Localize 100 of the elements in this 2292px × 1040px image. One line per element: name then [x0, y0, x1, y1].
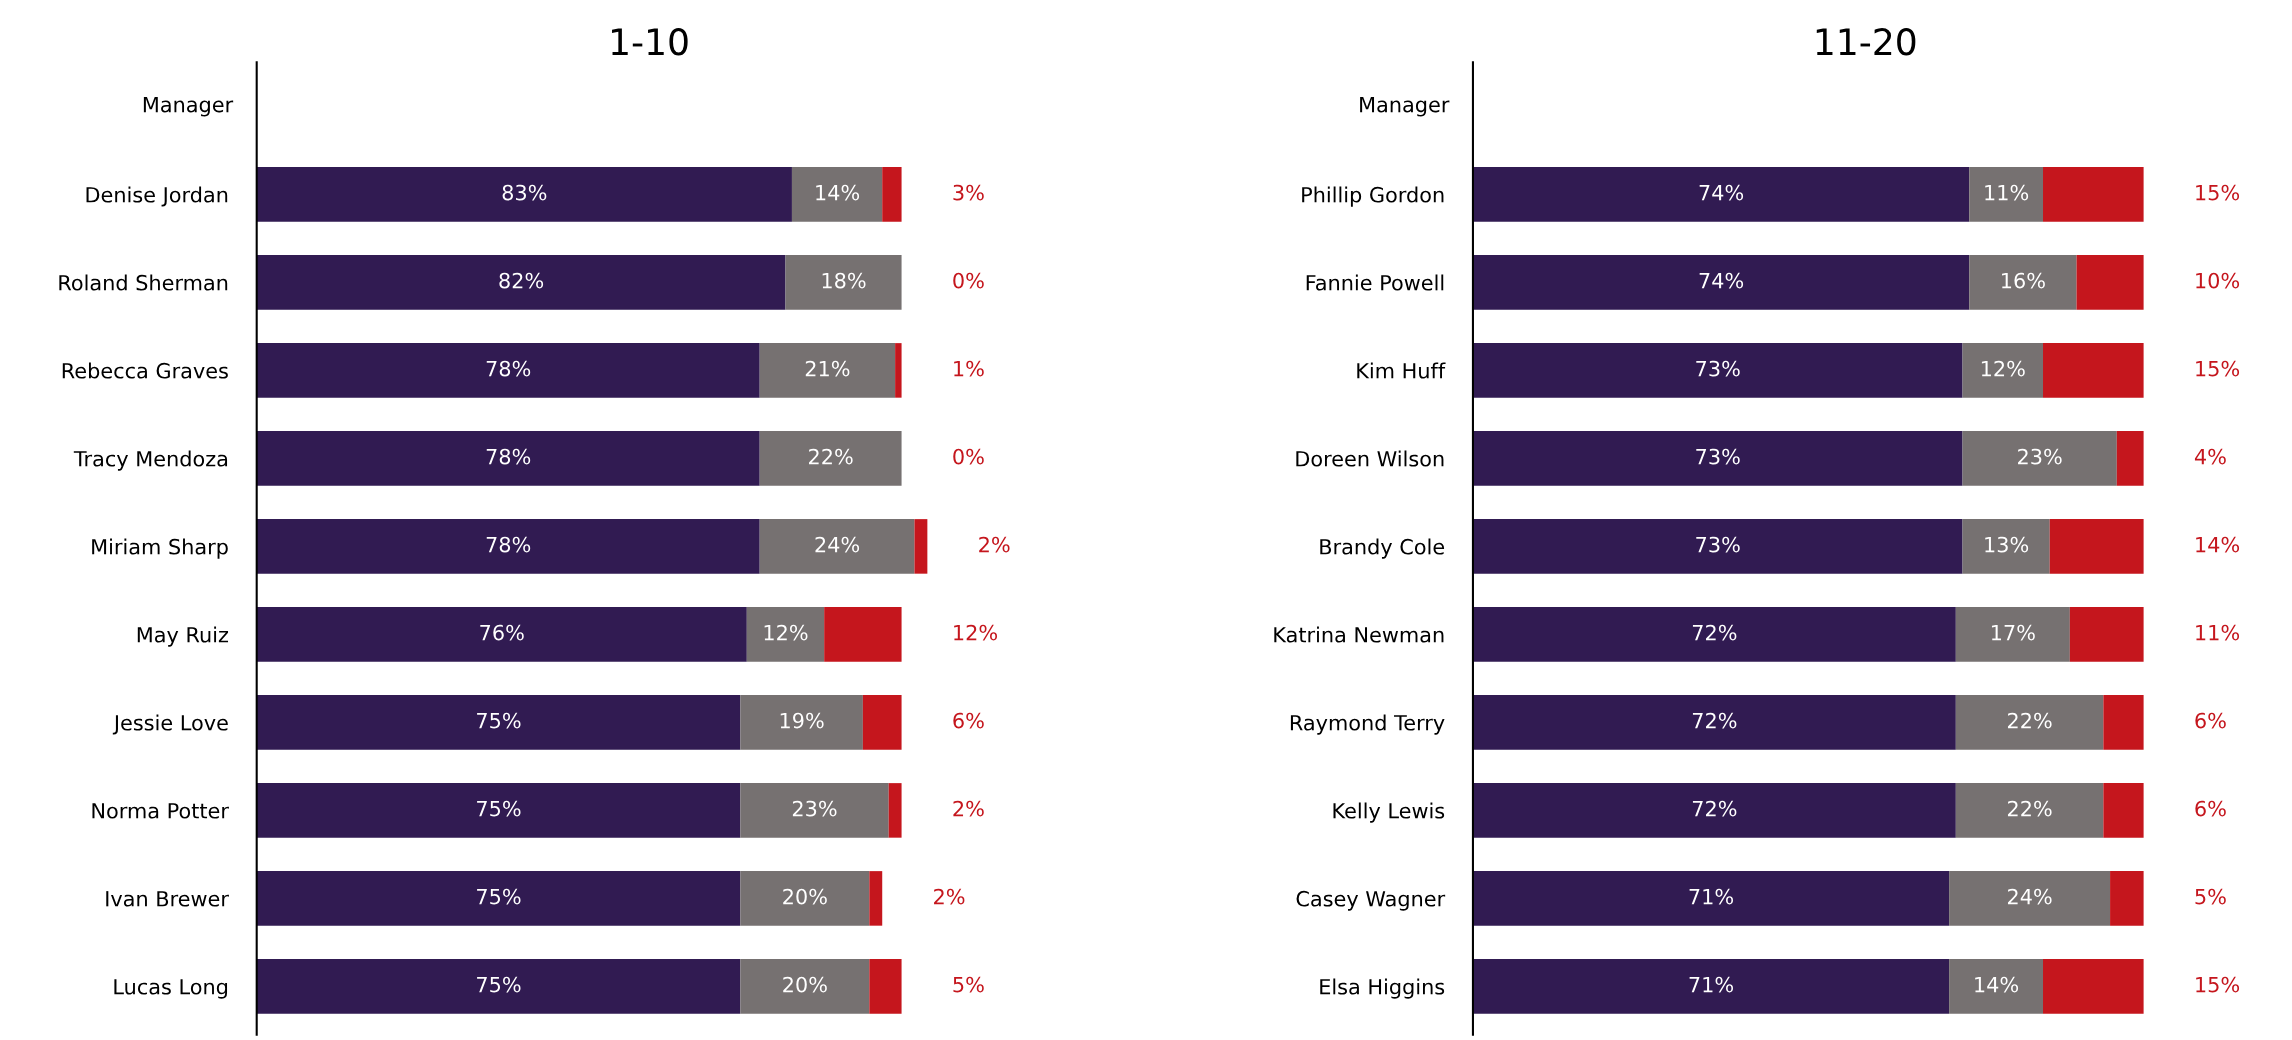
bar: [1962, 519, 2050, 574]
bar: [759, 343, 896, 398]
y-tick-label: Casey Wagner: [1296, 890, 1446, 911]
bar: [2076, 255, 2144, 310]
bar: [888, 783, 902, 838]
y-tick-label: Jessie Love: [112, 714, 228, 735]
data-label: 72%: [1692, 800, 1737, 817]
y-tick-label: Miriam Sharp: [92, 538, 228, 559]
data-label: 75%: [477, 800, 521, 817]
data-label: 14%: [1975, 976, 2019, 993]
bar: [256, 431, 760, 486]
bar: [1472, 519, 1963, 574]
bar: [740, 695, 863, 750]
bar: [1962, 343, 2044, 398]
y-tick-label: Rebecca Graves: [62, 362, 228, 379]
data-label: 2%: [953, 800, 984, 817]
bar: [2043, 343, 2144, 398]
data-label: 73%: [1696, 448, 1740, 465]
bar: [2043, 167, 2144, 222]
data-label: 19%: [780, 712, 824, 729]
bar: [895, 343, 902, 398]
data-label: 2%: [979, 536, 1010, 553]
bar: [759, 431, 902, 486]
data-label: 5%: [953, 976, 984, 993]
bar: [256, 343, 760, 398]
y-tick-label: Norma Potter: [92, 803, 229, 819]
bar: [869, 871, 883, 926]
bar: [862, 695, 902, 750]
data-label: 78%: [486, 360, 531, 377]
y-tick-label: Brandy Cole: [1320, 538, 1445, 559]
bar: [785, 255, 902, 310]
bar: [1472, 695, 1956, 750]
data-label: 4%: [2194, 448, 2226, 465]
bar: [2103, 695, 2144, 750]
bar: [740, 871, 870, 926]
bar: [1472, 167, 1970, 222]
bar: [256, 167, 792, 222]
bar: [256, 255, 786, 310]
bar: [740, 959, 870, 1014]
data-label: 17%: [1991, 624, 2035, 641]
bar: [1955, 783, 2104, 838]
chart-title: 11-20: [1816, 28, 1916, 56]
y-tick-label: Phillip Gordon: [1302, 186, 1444, 207]
y-tick-label: Fannie Powell: [1306, 274, 1444, 291]
y-tick-label: May Ruiz: [137, 626, 229, 647]
data-label: 13%: [1985, 536, 2029, 553]
bar: [1472, 783, 1956, 838]
data-label: 23%: [2018, 448, 2062, 465]
y-tick-label: Roland Sherman: [59, 274, 228, 291]
data-label: 11%: [1985, 184, 2029, 201]
data-label: 24%: [815, 536, 860, 553]
data-label: 73%: [1696, 360, 1740, 377]
bar: [1472, 959, 1950, 1014]
data-label: 15%: [2196, 360, 2240, 377]
bar: [2043, 959, 2144, 1014]
bar: [2069, 607, 2144, 662]
y-tick-label: Ivan Brewer: [106, 891, 229, 907]
data-label: 75%: [477, 976, 521, 993]
data-label: 15%: [2196, 184, 2240, 201]
bar: [1472, 607, 1956, 662]
data-label: 6%: [2195, 800, 2226, 817]
data-label: 72%: [1692, 624, 1737, 641]
bar: [1962, 431, 2117, 486]
data-label: 71%: [1689, 976, 1734, 993]
chart-title: 1-10: [612, 28, 688, 56]
bar: [740, 783, 889, 838]
bar: [869, 959, 902, 1014]
data-label: 75%: [477, 712, 521, 729]
data-label: 78%: [486, 448, 531, 465]
y-tick-label: Katrina Newman: [1274, 626, 1444, 643]
data-label: 22%: [809, 448, 853, 465]
data-label: 74%: [1699, 272, 1744, 289]
y-tick-label: Tracy Mendoza: [73, 450, 228, 471]
data-label: 0%: [953, 448, 984, 465]
y-tick-label: Elsa Higgins: [1320, 978, 1445, 999]
data-label: 10%: [2196, 272, 2240, 289]
bar: [1969, 255, 2077, 310]
bar: [1472, 871, 1950, 926]
data-label: 22%: [2007, 712, 2052, 729]
data-label: 3%: [953, 184, 984, 201]
data-label: 75%: [477, 888, 521, 905]
data-label: 16%: [2002, 272, 2045, 289]
bar: [1955, 607, 2070, 662]
data-label: 22%: [2007, 800, 2052, 817]
y-axis-title: Manager: [143, 96, 234, 117]
bar: [914, 519, 928, 574]
y-tick-label: Lucas Long: [114, 979, 228, 999]
data-label: 24%: [2007, 888, 2052, 905]
data-label: 20%: [783, 888, 827, 905]
y-tick-label: Kelly Lewis: [1333, 802, 1445, 823]
bar: [1969, 167, 2044, 222]
data-label: 20%: [783, 976, 827, 993]
bar: [791, 167, 883, 222]
data-label: 83%: [502, 184, 547, 201]
y-tick-label: Kim Huff: [1357, 362, 1446, 379]
bar: [746, 607, 825, 662]
y-tick-label: Denise Jordan: [86, 186, 228, 207]
data-label: 0%: [953, 272, 984, 289]
data-label: 12%: [764, 624, 808, 641]
bar: [1949, 871, 2111, 926]
